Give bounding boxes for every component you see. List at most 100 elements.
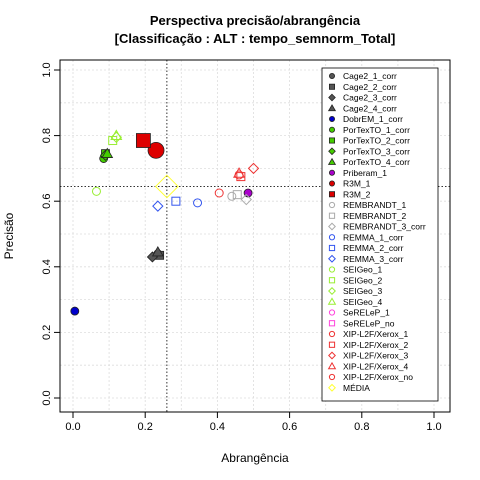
- legend-marker: [328, 180, 335, 187]
- x-axis: 0.0 0.2 0.4 0.6 0.8 1.0: [65, 412, 442, 433]
- legend-marker: [328, 234, 336, 241]
- y-tick-label: 0.0: [41, 390, 53, 405]
- legend-label: DobrEM_1_corr: [343, 114, 403, 124]
- legend-marker: [328, 277, 336, 284]
- x-tick-label: 0.6: [282, 421, 297, 433]
- legend-marker: [328, 266, 336, 273]
- legend-marker: [328, 126, 335, 133]
- legend-label: XIP-L2F/Xerox_4: [343, 361, 408, 371]
- legend-label: SeRELeP_no: [343, 318, 395, 328]
- data-point: [147, 141, 165, 159]
- legend-label: R3M_2: [343, 189, 371, 199]
- data-point: [110, 129, 123, 140]
- data-point: [171, 196, 181, 206]
- legend-label: REMMA_2_corr: [343, 243, 404, 253]
- data-point: [135, 133, 151, 148]
- data-point: [232, 167, 246, 178]
- legend-label: XIP-L2F/Xerox_2: [343, 340, 408, 350]
- legend-label: SEIGeo_3: [343, 286, 382, 296]
- legend-label: Cage2_2_corr: [343, 82, 397, 92]
- y-axis: 0.0 0.2 0.4 0.6 0.8 1.0: [41, 62, 60, 406]
- legend-label: XIP-L2F/Xerox_3: [343, 351, 408, 361]
- legend-label: SEIGeo_4: [343, 297, 382, 307]
- legend-label: SEIGeo_2: [343, 275, 382, 285]
- x-tick-label: 1.0: [426, 421, 441, 433]
- data-point: [154, 174, 179, 199]
- legend-label: Cage2_1_corr: [343, 71, 397, 81]
- legend-marker: [328, 287, 336, 295]
- data-point: [227, 191, 237, 201]
- legend-marker: [328, 330, 336, 338]
- legend-marker: [328, 320, 336, 327]
- data-point: [240, 193, 252, 206]
- y-tick-label: 0.6: [41, 194, 53, 209]
- legend-label: REMBRANDT_1: [343, 200, 407, 210]
- data-point: [214, 188, 224, 198]
- data-point: [232, 190, 242, 200]
- legend-label: XIP-L2F/Xerox_1: [343, 329, 408, 339]
- y-tick-label: 0.2: [41, 325, 53, 340]
- x-tick-label: 0.4: [210, 421, 225, 433]
- legend-marker: [328, 137, 335, 144]
- legend-marker: [328, 222, 336, 231]
- chart-subtitle: [Classificação : ALT : tempo_semnorm_Tot…: [115, 31, 396, 46]
- data-points: [70, 129, 260, 316]
- legend-marker: [328, 93, 336, 102]
- y-tick-label: 0.8: [41, 128, 53, 143]
- reference-lines: [60, 60, 450, 412]
- legend-marker: [328, 341, 336, 348]
- data-point: [234, 170, 244, 180]
- legend-marker: [328, 351, 336, 360]
- legend-marker: [327, 104, 337, 112]
- legend-box: [321, 67, 439, 402]
- y-tick-label: 1.0: [41, 62, 53, 77]
- legend-label: REMMA_3_corr: [343, 254, 404, 264]
- legend-marker: [328, 73, 335, 80]
- legend-label: Cage2_4_corr: [343, 103, 397, 113]
- legend-label: REMBRANDT_2: [343, 211, 407, 221]
- legend-label: XIP-L2F/Xerox_no: [343, 372, 413, 382]
- legend-label: PorTexTO_1_corr: [343, 125, 410, 135]
- x-axis-label: Abrangência: [221, 451, 289, 465]
- legend-marker: [328, 116, 335, 123]
- data-point: [91, 186, 101, 196]
- legend-marker: [328, 373, 336, 381]
- legend-marker: [328, 83, 335, 90]
- plot-frame: [59, 59, 451, 413]
- legend-marker: [327, 157, 337, 165]
- legend-label: PorTexTO_4_corr: [343, 157, 410, 167]
- legend-marker: [327, 361, 337, 370]
- legend-label: SeRELeP_1: [343, 308, 390, 318]
- legend-label: REMMA_1_corr: [343, 232, 404, 242]
- x-tick-label: 0.2: [138, 421, 153, 433]
- data-point: [151, 246, 164, 257]
- legend-marker: [328, 191, 335, 198]
- x-tick-label: 0.8: [354, 421, 369, 433]
- legend-marker: [328, 201, 336, 209]
- legend-label: PorTexTO_2_corr: [343, 136, 410, 146]
- legend-marker: [328, 244, 336, 252]
- legend-label: R3M_1: [343, 179, 371, 189]
- data-point: [70, 306, 80, 316]
- legend-label: Priberam_1: [343, 168, 387, 178]
- legend-marker: [328, 254, 336, 263]
- data-point: [101, 147, 114, 158]
- x-tick-label: 0.0: [65, 421, 80, 433]
- data-point: [152, 200, 164, 212]
- legend-marker: [328, 383, 336, 392]
- legend: Cage2_1_corrCage2_2_corrCage2_3_corrCage…: [321, 67, 439, 402]
- data-point: [236, 172, 246, 182]
- legend-marker: [327, 297, 337, 305]
- legend-label: REMBRANDT_3_corr: [343, 222, 426, 232]
- chart-title: Perspectiva precisão/abrangência: [150, 13, 361, 28]
- legend-label: SEIGeo_1: [343, 265, 382, 275]
- data-point: [193, 198, 203, 208]
- legend-label: MÉDIA: [343, 383, 370, 393]
- legend-label: Cage2_3_corr: [343, 93, 397, 103]
- legend-marker: [328, 212, 336, 219]
- y-axis-label: Precisão: [2, 212, 16, 259]
- legend-marker: [328, 309, 336, 316]
- legend-marker: [328, 169, 335, 176]
- y-tick-label: 0.4: [41, 259, 53, 274]
